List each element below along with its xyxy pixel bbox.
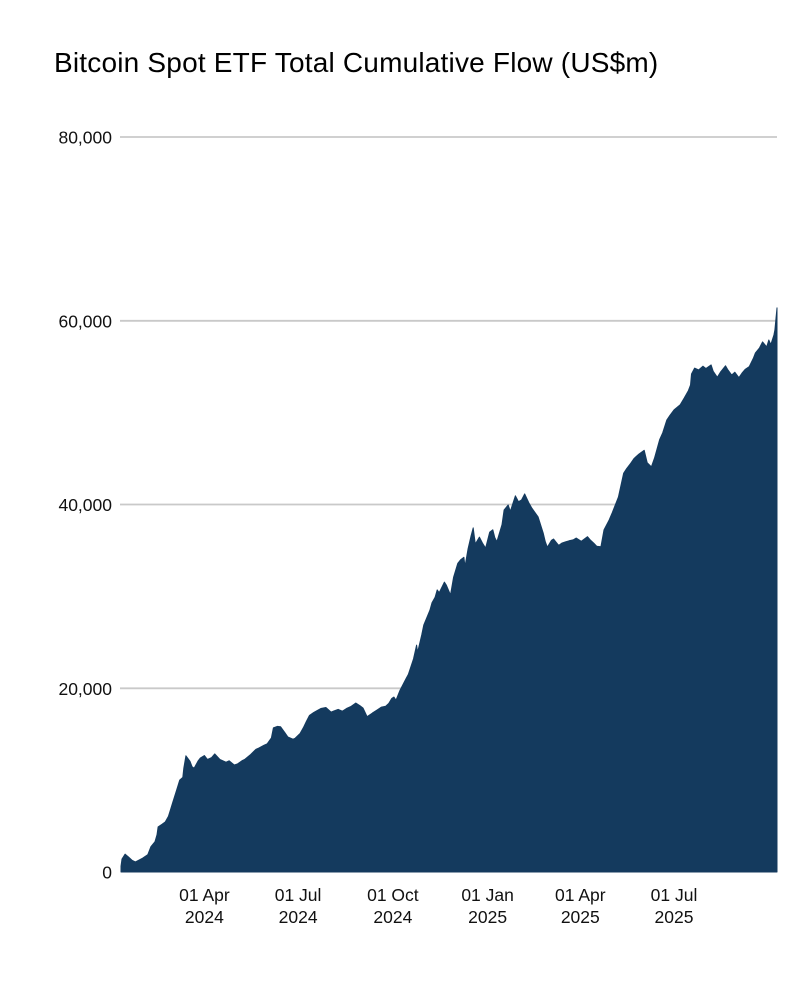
x-tick-label-line1: 01 Jul	[651, 885, 698, 905]
y-tick-label: 60,000	[58, 311, 112, 331]
x-tick-label-line2: 2025	[655, 907, 694, 927]
x-tick-label-line2: 2024	[373, 907, 412, 927]
x-tick-label-line1: 01 Apr	[179, 885, 230, 905]
chart-title: Bitcoin Spot ETF Total Cumulative Flow (…	[54, 47, 659, 78]
x-tick-label-line2: 2025	[468, 907, 507, 927]
x-tick-label-line1: 01 Oct	[367, 885, 419, 905]
x-tick-label-line2: 2024	[279, 907, 318, 927]
y-tick-label: 40,000	[58, 495, 112, 515]
x-tick-label-line2: 2025	[561, 907, 600, 927]
y-tick-label: 20,000	[58, 679, 112, 699]
area-series-total-cumulative-flow	[120, 307, 778, 873]
x-tick-label-line1: 01 Apr	[555, 885, 606, 905]
x-tick-label-line1: 01 Jan	[461, 885, 514, 905]
x-tick-label-line1: 01 Jul	[275, 885, 322, 905]
y-tick-label: 0	[102, 863, 112, 883]
x-tick-label-line2: 2024	[185, 907, 224, 927]
y-tick-label: 80,000	[58, 128, 112, 148]
